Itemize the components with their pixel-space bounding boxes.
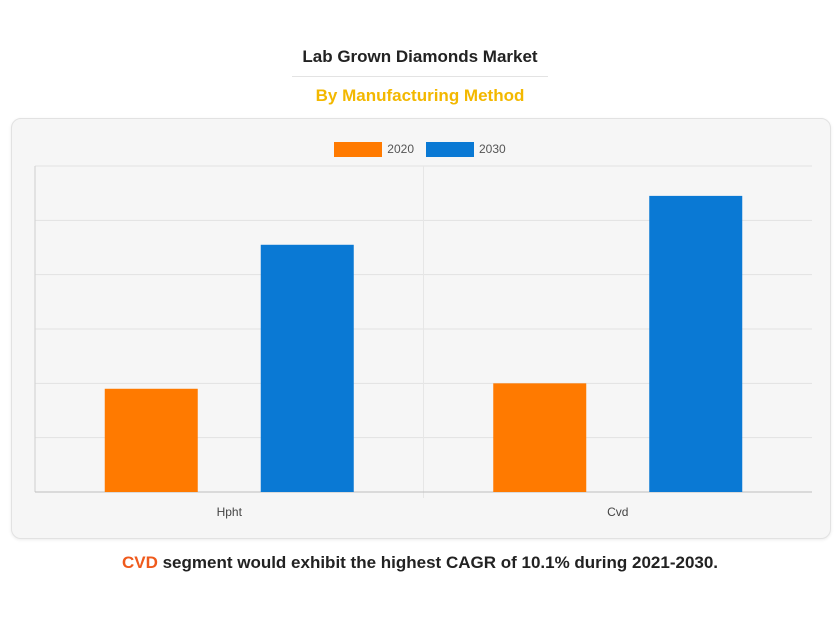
legend-label-2020: 2020	[387, 142, 414, 156]
legend-label-2030: 2030	[479, 142, 506, 156]
bar-cvd-2030[interactable]	[649, 195, 743, 492]
legend-swatch-2030	[426, 141, 474, 157]
bar-cvd-2020[interactable]	[493, 383, 587, 492]
x-tick-label: Cvd	[607, 505, 628, 519]
bar-hpht-2030[interactable]	[260, 244, 354, 492]
chart-subtitle: By Manufacturing Method	[315, 86, 525, 105]
footer-highlight: CVD	[121, 553, 158, 572]
chart-title: Lab Grown Diamonds Market	[302, 47, 538, 66]
bar-hpht-2020[interactable]	[104, 388, 198, 492]
title-divider	[292, 76, 548, 77]
footer-text: segment would exhibit the highest CAGR o…	[157, 553, 719, 572]
x-tick-label: Hpht	[217, 505, 243, 519]
legend-item-2030[interactable]: 2030	[426, 140, 506, 158]
chart-legend: 2020 2030	[0, 140, 840, 158]
legend-swatch-2020	[334, 141, 383, 157]
legend-item-2020[interactable]: 2020	[334, 140, 414, 158]
chart-footer-note: CVD segment would exhibit the highest CA…	[0, 553, 840, 573]
